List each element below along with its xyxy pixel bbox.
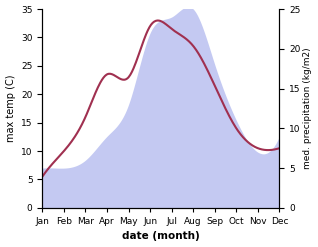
Y-axis label: max temp (C): max temp (C) bbox=[5, 75, 16, 142]
X-axis label: date (month): date (month) bbox=[122, 231, 200, 242]
Y-axis label: med. precipitation (kg/m2): med. precipitation (kg/m2) bbox=[303, 48, 313, 169]
